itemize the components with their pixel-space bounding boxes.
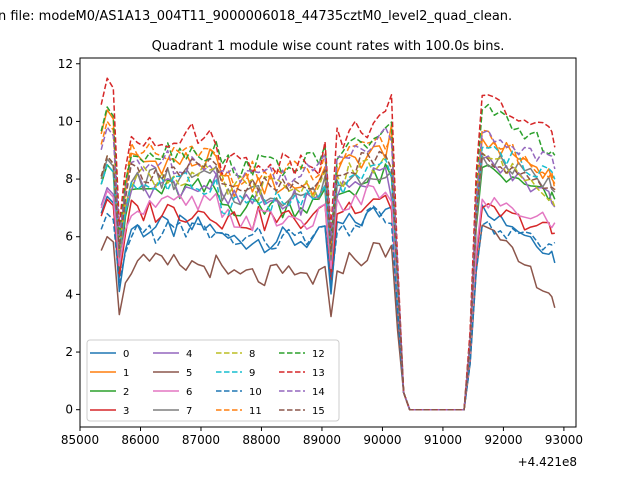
y-tick-label: 12 [58, 57, 73, 71]
legend-label-11: 11 [249, 406, 262, 417]
legend-label-4: 4 [186, 349, 192, 360]
legend-label-14: 14 [312, 387, 325, 398]
x-tick-label: 93000 [545, 433, 583, 447]
x-tick-label: 86000 [121, 433, 159, 447]
legend-frame [86, 339, 340, 422]
y-tick-label: 10 [58, 114, 73, 128]
legend-label-5: 5 [186, 368, 192, 379]
legend-label-10: 10 [249, 387, 262, 398]
series-line-5 [100, 224, 556, 411]
x-tick-label: 87000 [182, 433, 220, 447]
y-tick-label: 4 [65, 287, 73, 301]
series-line-10 [100, 205, 556, 411]
y-axis: 0 2 4 6 8 10 12 [58, 57, 80, 417]
y-tick-label: 2 [65, 345, 73, 359]
plot-area [79, 57, 577, 428]
legend-label-13: 13 [312, 368, 325, 379]
series-line-13 [100, 77, 556, 411]
legend-label-7: 7 [186, 406, 192, 417]
x-axis: 85000 86000 87000 88000 89000 90000 91000 92000… [61, 427, 583, 447]
file-header-text: n file: modeM0/AS1A13_004T11_9000006018_… [0, 9, 512, 24]
x-tick-label: 91000 [424, 433, 462, 447]
plot-frame [79, 57, 577, 428]
series-line-6 [100, 184, 556, 411]
y-tick-label: 0 [65, 403, 73, 417]
series-line-11 [100, 120, 556, 411]
series-line-14 [100, 126, 556, 411]
series-line-15 [100, 150, 556, 411]
legend-label-0: 0 [123, 349, 129, 360]
legend-label-15: 15 [312, 406, 325, 417]
x-offset-label: +4.421e8 [518, 455, 577, 469]
x-tick-label: 92000 [484, 433, 522, 447]
legend-label-6: 6 [186, 387, 192, 398]
y-tick-label: 6 [65, 230, 73, 244]
x-tick-label: 85000 [61, 433, 99, 447]
legend-label-1: 1 [123, 368, 129, 379]
legend-label-2: 2 [123, 387, 129, 398]
series-group [100, 77, 556, 411]
legend-label-8: 8 [249, 349, 255, 360]
legend-label-3: 3 [123, 406, 129, 417]
legend-label-9: 9 [249, 368, 255, 379]
x-tick-label: 90000 [363, 433, 401, 447]
legend-label-12: 12 [312, 349, 325, 360]
chart-title: Quadrant 1 module wise count rates with … [152, 39, 505, 54]
y-tick-label: 8 [65, 172, 73, 186]
series-line-0 [100, 195, 556, 411]
x-tick-label: 89000 [303, 433, 341, 447]
x-tick-label: 88000 [242, 433, 280, 447]
